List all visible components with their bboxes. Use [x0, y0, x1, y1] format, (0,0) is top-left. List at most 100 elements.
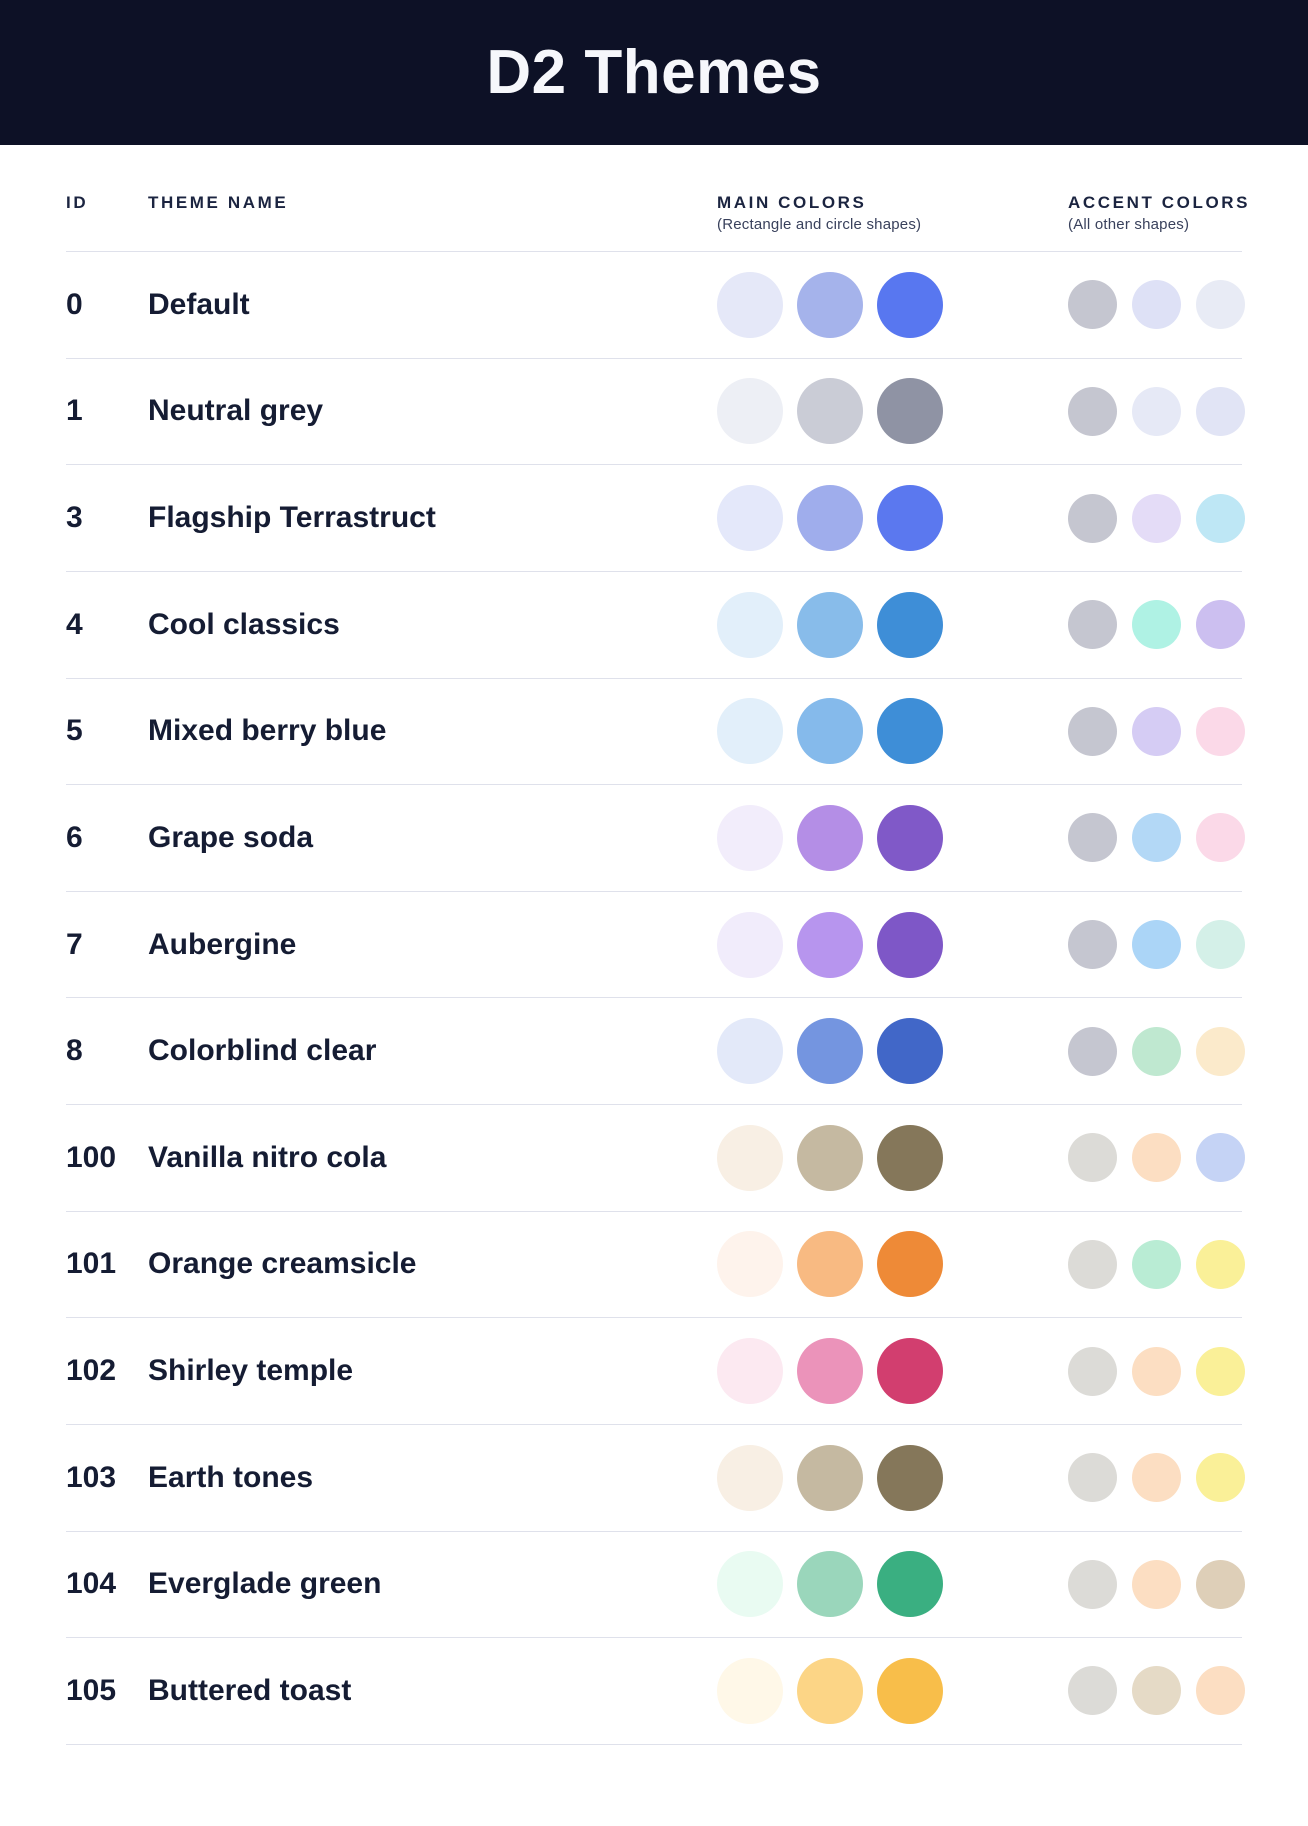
main-color-swatch-3 [877, 1338, 943, 1405]
accent-color-swatch-1 [1068, 813, 1117, 863]
themes-table: ID THEME NAME MAIN COLORS (Rectangle and… [66, 145, 1247, 1745]
table-row: 102 Shirley temple [66, 1318, 1245, 1425]
accent-color-swatch-2 [1132, 1559, 1181, 1609]
accent-color-swatch-3 [1196, 1453, 1245, 1503]
accent-color-swatches [1068, 386, 1245, 436]
column-header-theme-name: THEME NAME [148, 193, 289, 212]
main-color-swatches [717, 804, 944, 871]
accent-color-swatch-2 [1132, 706, 1181, 756]
table-row: 100 Vanilla nitro cola [66, 1105, 1245, 1212]
accent-color-swatch-3 [1196, 1666, 1245, 1716]
accent-colors-sublabel: (All other shapes) [1068, 216, 1190, 233]
accent-color-swatch-1 [1068, 1133, 1117, 1183]
main-color-swatches [717, 1657, 944, 1724]
main-color-swatches [717, 1231, 944, 1298]
main-color-swatch-2 [797, 271, 863, 338]
main-color-swatch-2 [797, 485, 863, 552]
main-color-swatch-3 [877, 378, 943, 445]
accent-color-swatches [1068, 1026, 1245, 1076]
theme-name: Buttered toast [148, 1673, 352, 1707]
table-row: 7 Aubergine [66, 892, 1245, 999]
main-color-swatch-1 [717, 485, 783, 552]
main-color-swatch-3 [877, 1551, 943, 1618]
main-color-swatches [717, 1124, 944, 1191]
accent-color-swatch-2 [1132, 1453, 1181, 1503]
main-color-swatches [717, 698, 944, 765]
accent-color-swatches [1068, 1666, 1245, 1716]
main-color-swatch-2 [797, 378, 863, 445]
theme-id: 6 [66, 820, 83, 854]
main-color-swatches [717, 378, 944, 445]
accent-color-swatch-1 [1068, 1239, 1117, 1289]
main-colors-sublabel: (Rectangle and circle shapes) [717, 216, 922, 233]
main-color-swatch-1 [717, 911, 783, 978]
main-color-swatch-2 [797, 804, 863, 871]
accent-color-swatch-1 [1068, 1559, 1117, 1609]
theme-name: Grape soda [148, 820, 314, 854]
main-color-swatch-2 [797, 1657, 863, 1724]
accent-color-swatch-3 [1196, 1346, 1245, 1396]
accent-color-swatch-1 [1068, 1666, 1117, 1716]
theme-id: 102 [66, 1354, 117, 1388]
main-color-swatch-1 [717, 698, 783, 765]
theme-id: 100 [66, 1140, 117, 1174]
theme-name: Mixed berry blue [148, 714, 387, 748]
main-color-swatch-1 [717, 1338, 783, 1405]
accent-color-swatch-3 [1196, 920, 1245, 970]
accent-color-swatch-1 [1068, 280, 1117, 330]
accent-color-swatches [1068, 813, 1245, 863]
theme-name: Orange creamsicle [148, 1247, 417, 1281]
main-color-swatch-1 [717, 1444, 783, 1511]
theme-name: Default [148, 287, 250, 321]
main-color-swatch-3 [877, 1444, 943, 1511]
accent-color-swatch-2 [1132, 280, 1181, 330]
main-color-swatch-3 [877, 804, 943, 871]
table-row: 103 Earth tones [66, 1425, 1245, 1532]
main-color-swatch-1 [717, 271, 783, 338]
column-header-id: ID [66, 193, 89, 212]
main-color-swatch-3 [877, 1657, 943, 1724]
main-color-swatches [717, 591, 944, 658]
accent-color-swatches [1068, 920, 1245, 970]
accent-color-swatch-2 [1132, 1026, 1181, 1076]
accent-color-swatches [1068, 1559, 1245, 1609]
table-row: 3 Flagship Terrastruct [66, 465, 1245, 572]
main-color-swatch-1 [717, 1551, 783, 1618]
table-row: 1 Neutral grey [66, 359, 1245, 466]
main-color-swatch-1 [717, 1231, 783, 1298]
accent-color-swatches [1068, 1239, 1245, 1289]
table-row: 8 Colorblind clear [66, 998, 1245, 1105]
table-row: 0 Default [66, 252, 1245, 359]
accent-color-swatch-1 [1068, 386, 1117, 436]
main-color-swatch-3 [877, 591, 943, 658]
accent-color-swatches [1068, 600, 1245, 650]
theme-name: Everglade green [148, 1567, 382, 1601]
theme-name: Earth tones [148, 1460, 314, 1494]
table-row: 101 Orange creamsicle [66, 1212, 1245, 1319]
page-title: D2 Themes [486, 38, 822, 107]
main-color-swatch-2 [797, 1231, 863, 1298]
accent-color-swatches [1068, 280, 1245, 330]
accent-color-swatch-2 [1132, 600, 1181, 650]
theme-name: Shirley temple [148, 1354, 354, 1388]
theme-name: Cool classics [148, 607, 340, 641]
table-row: 105 Buttered toast [66, 1638, 1245, 1745]
accent-color-swatch-1 [1068, 600, 1117, 650]
accent-color-swatch-3 [1196, 1026, 1245, 1076]
main-colors-label: MAIN COLORS [717, 193, 867, 212]
accent-color-swatch-3 [1196, 1133, 1245, 1183]
accent-color-swatch-2 [1132, 1666, 1181, 1716]
theme-id: 5 [66, 714, 83, 748]
table-body: 0 Default 1 Neutral grey 3 Flagship Terr… [66, 252, 1245, 1745]
main-color-swatches [717, 911, 944, 978]
table-row: 104 Everglade green [66, 1532, 1245, 1639]
main-color-swatch-2 [797, 1124, 863, 1191]
table-row: 6 Grape soda [66, 785, 1245, 892]
main-color-swatch-2 [797, 698, 863, 765]
theme-name: Vanilla nitro cola [148, 1140, 387, 1174]
theme-id: 8 [66, 1034, 83, 1068]
column-header-main-colors: MAIN COLORS (Rectangle and circle shapes… [717, 192, 944, 235]
main-color-swatch-3 [877, 911, 943, 978]
table-row: 4 Cool classics [66, 572, 1245, 679]
main-color-swatches [717, 1338, 944, 1405]
